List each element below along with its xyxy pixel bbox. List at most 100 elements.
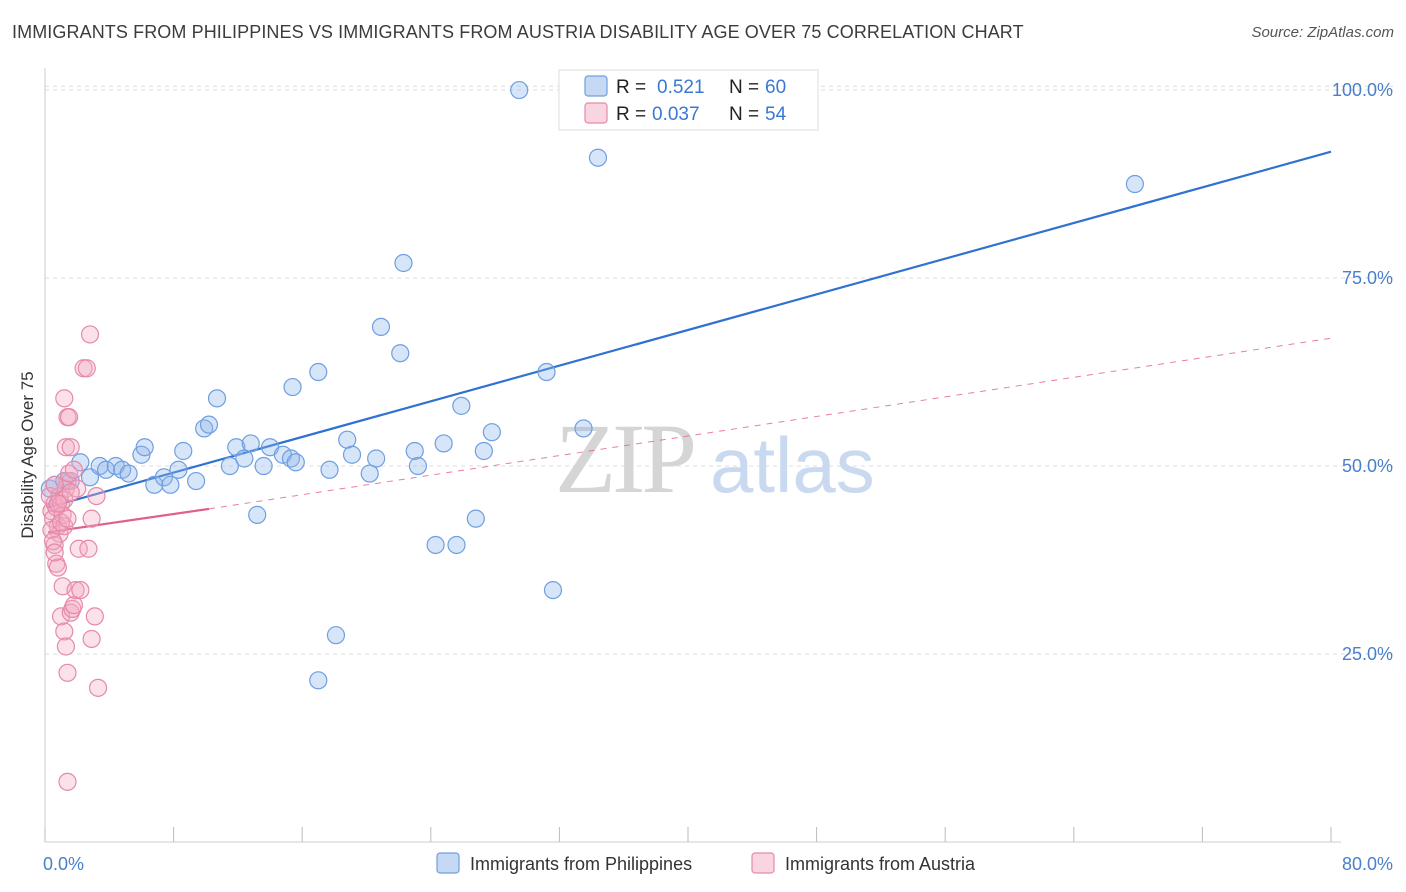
point-philippines — [474, 441, 493, 461]
point-austria — [82, 509, 101, 528]
legend-n-value-1: 60 — [765, 77, 786, 98]
point-philippines — [452, 396, 471, 415]
point-philippines — [588, 148, 608, 167]
point-austria — [58, 663, 77, 682]
point-austria — [43, 532, 63, 551]
x-tick-label-first: 0.0% — [43, 854, 84, 874]
point-philippines — [574, 419, 593, 438]
point-philippines — [135, 438, 154, 457]
bottom-legend-philippines: Immigrants from Philippines — [470, 854, 692, 874]
point-austria — [48, 558, 67, 577]
y-tick-label: 25.0% — [1342, 644, 1393, 664]
point-philippines — [241, 434, 260, 453]
trend-line-austria-extended — [208, 337, 1332, 510]
point-austria — [64, 596, 84, 615]
correlation-legend: R = 0.521 N = 60 R = 0.037 N = 54 — [558, 69, 819, 131]
point-austria — [69, 539, 88, 558]
chart-title: IMMIGRANTS FROM PHILIPPINES VS IMMIGRANT… — [12, 22, 1024, 42]
point-philippines — [71, 453, 90, 472]
gridlines — [45, 85, 1396, 655]
point-philippines — [235, 449, 254, 468]
point-austria — [48, 494, 67, 513]
bottom-legend-austria: Immigrants from Austria — [785, 854, 976, 874]
point-philippines — [220, 456, 239, 476]
watermark: ZIP atlas — [555, 403, 875, 514]
series-legend: Immigrants from Philippines Immigrants f… — [436, 852, 976, 874]
tick-labels: 25.0% 50.0% 75.0% 100.0% 0.0% 80.0% — [43, 80, 1393, 874]
point-philippines — [360, 464, 379, 483]
y-axis-label: Disability Age Over 75 — [18, 371, 37, 538]
legend-swatch-austria — [584, 102, 608, 124]
y-tick-label: 75.0% — [1342, 268, 1393, 288]
point-austria — [71, 580, 90, 600]
point-austria — [80, 325, 100, 344]
point-philippines — [434, 434, 453, 453]
legend-swatch-philippines — [584, 75, 608, 97]
point-philippines — [145, 475, 164, 494]
point-philippines — [408, 456, 428, 476]
point-austria — [56, 438, 75, 457]
bottom-legend-swatch-austria — [751, 852, 775, 874]
point-philippines — [510, 80, 529, 100]
legend-n-value-2: 54 — [765, 104, 787, 125]
point-philippines — [283, 377, 302, 397]
point-philippines — [543, 580, 563, 600]
point-philippines — [537, 362, 556, 382]
point-philippines — [248, 505, 267, 524]
point-austria — [77, 359, 96, 378]
point-austria — [88, 678, 108, 697]
point-austria — [58, 509, 77, 528]
point-philippines — [199, 415, 219, 434]
watermark-zip: ZIP — [555, 403, 693, 514]
legend-n-label-2: N = — [729, 104, 759, 125]
point-austria — [87, 486, 106, 506]
point-austria — [45, 543, 64, 562]
point-philippines — [309, 362, 328, 382]
point-austria — [66, 580, 85, 600]
point-philippines — [338, 430, 357, 449]
trend-line-austria — [48, 507, 210, 534]
point-philippines — [174, 441, 193, 461]
data-points — [40, 80, 1144, 791]
point-philippines — [447, 535, 466, 555]
point-austria — [61, 483, 80, 502]
point-philippines — [367, 449, 386, 468]
point-austria — [56, 637, 75, 656]
axes — [44, 68, 1341, 843]
point-philippines — [161, 475, 180, 494]
x-tick-label-last: 80.0% — [1342, 854, 1393, 874]
point-philippines — [207, 389, 227, 408]
point-austria — [45, 475, 64, 494]
point-philippines — [309, 671, 328, 690]
legend-r-value-1: 0.521 — [657, 77, 705, 98]
point-philippines — [154, 468, 174, 487]
point-philippines — [426, 535, 445, 555]
point-philippines — [119, 464, 138, 483]
point-austria — [85, 607, 104, 626]
y-tick-label: 100.0% — [1332, 80, 1393, 100]
point-austria — [61, 438, 80, 457]
point-austria — [79, 539, 98, 558]
point-philippines — [169, 460, 188, 479]
legend-r-value-2: 0.037 — [652, 104, 700, 125]
bottom-legend-swatch-philippines — [436, 852, 460, 874]
point-philippines — [391, 344, 410, 363]
point-philippines — [286, 453, 305, 472]
point-philippines — [187, 471, 206, 491]
legend-r-label-1: R = — [616, 77, 646, 98]
point-philippines — [320, 460, 339, 479]
point-philippines — [405, 441, 424, 461]
point-austria — [60, 408, 79, 427]
point-austria — [58, 772, 77, 791]
legend-n-label-1: N = — [729, 77, 759, 98]
watermark-atlas: atlas — [710, 421, 875, 509]
source-credit: Source: ZipAtlas.com — [1251, 24, 1394, 41]
point-philippines — [371, 317, 391, 337]
point-philippines — [1125, 174, 1144, 194]
point-philippines — [482, 423, 501, 442]
point-austria — [55, 389, 74, 408]
point-philippines — [342, 445, 362, 464]
point-philippines — [326, 626, 346, 645]
point-austria — [64, 460, 84, 479]
